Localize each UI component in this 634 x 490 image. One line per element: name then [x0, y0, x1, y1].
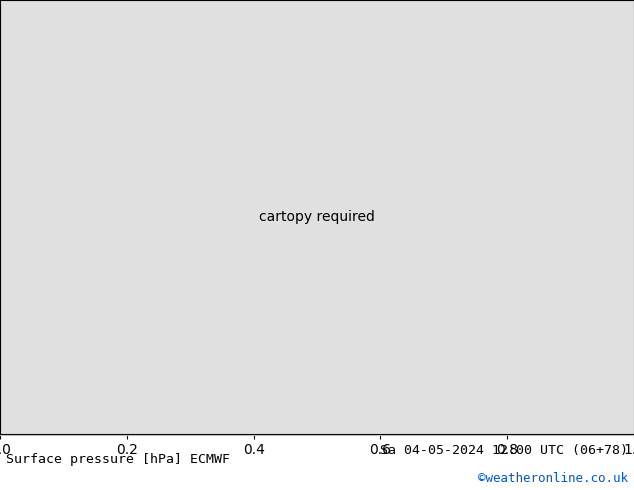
Text: cartopy required: cartopy required: [259, 210, 375, 224]
Text: Surface pressure [hPa] ECMWF: Surface pressure [hPa] ECMWF: [6, 452, 230, 466]
Text: ©weatheronline.co.uk: ©weatheronline.co.uk: [477, 472, 628, 485]
Text: Sa 04-05-2024 12:00 UTC (06+78): Sa 04-05-2024 12:00 UTC (06+78): [380, 444, 628, 457]
